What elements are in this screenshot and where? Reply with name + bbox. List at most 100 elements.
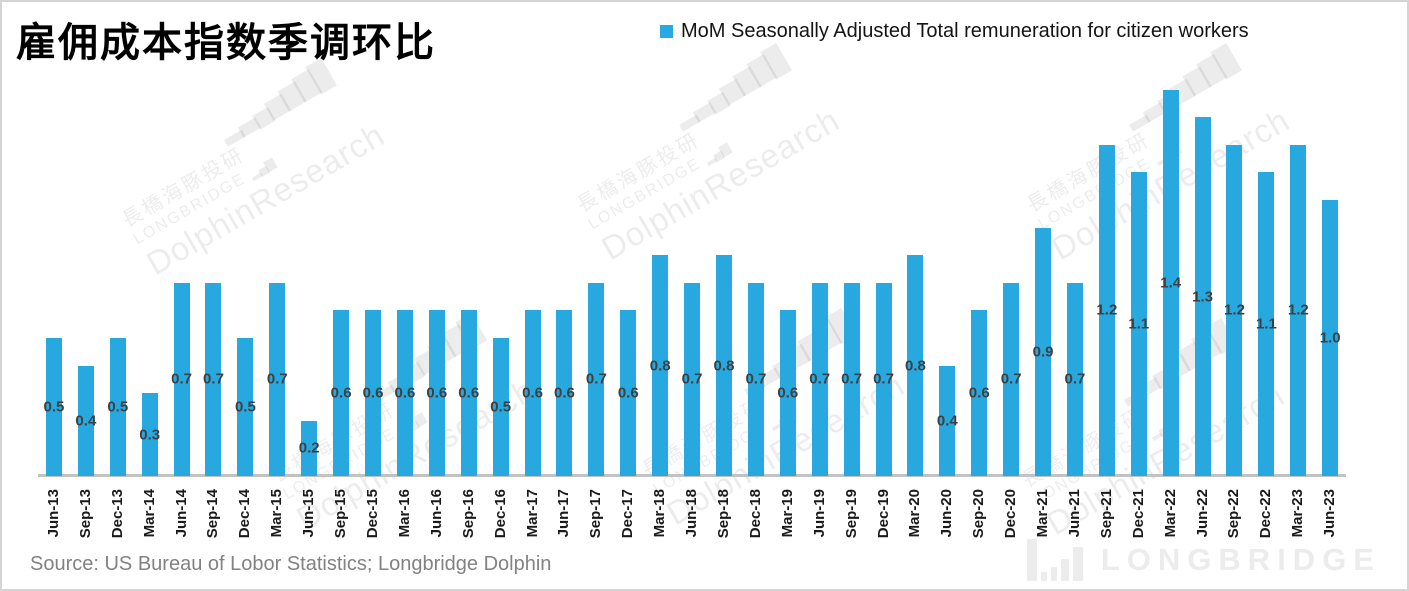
legend-marker-icon [660,25,673,38]
bar [620,310,637,476]
x-axis-label: Dec-13 [108,489,126,539]
x-axis-label: Mar-21 [1034,489,1052,538]
bar [875,282,892,476]
bar-value-label: 0.6 [394,384,416,402]
bar-value-label: 0.7 [745,370,767,388]
bar [1194,117,1211,476]
bar-value-label: 0.4 [936,412,958,430]
bar-slot: 0.8 Mar-20 [899,56,931,537]
footer-brand-text: LONGBRIDGE [1100,542,1381,577]
legend-label: MoM Seasonally Adjusted Total remunerati… [681,20,1249,42]
bar-value-label: 0.6 [330,384,352,402]
bar [1003,282,1020,476]
bar-slot: 0.7 Dec-18 [740,56,772,538]
bar [1098,144,1115,476]
bar [715,255,732,476]
bar-slot: 0.6 Mar-17 [517,56,549,537]
bar-value-label: 0.6 [426,384,448,402]
bar [428,310,445,476]
x-axis-label: Sep-16 [459,489,477,539]
bar [205,282,222,476]
bar [237,338,254,476]
bar-value-label: 0.6 [522,384,543,402]
bar-value-label: 1.2 [1096,301,1118,319]
page-title: 雇佣成本指数季调环比 [16,21,436,65]
bar-slot: 0.7 Sep-19 [836,56,868,538]
bar-slot: 0.5 Dec-13 [102,56,134,538]
bar [843,282,860,476]
bar-slot: 1.1 Dec-22 [1250,56,1282,538]
bar-value-label: 0.7 [1064,370,1086,388]
bar-slot: 0.6 Mar-16 [389,56,421,537]
x-axis-label: Sep-17 [587,489,605,539]
x-axis-label: Jun-19 [810,489,828,538]
x-axis-label: Sep-22 [1225,489,1243,539]
x-axis-label: Jun-23 [1321,489,1339,538]
bar [652,255,669,476]
bar-slot: 1.2 Sep-22 [1219,56,1251,538]
bar-slot: 0.9 Mar-21 [1027,56,1059,537]
x-axis-label: Jun-21 [1065,489,1083,538]
x-axis-label: Sep-19 [842,489,860,539]
bar [173,282,190,476]
x-axis-label: Mar-16 [395,489,413,538]
bar-value-label: 0.7 [809,370,831,388]
bar [141,393,158,476]
bar-value-label: 0.5 [107,398,129,416]
bar-slot: 0.7 Sep-14 [198,56,230,538]
bar-slot: 0.7 Dec-20 [995,56,1027,538]
x-axis-label: Sep-13 [76,489,94,539]
bar [109,338,126,476]
x-axis-label: Mar-17 [523,489,541,538]
bar [1130,172,1147,476]
x-axis-label: Sep-15 [332,489,350,539]
bar [333,310,350,476]
x-axis-label: Sep-18 [714,489,732,539]
bar-value-label: 0.5 [234,398,256,416]
legend: MoM Seasonally Adjusted Total remunerati… [660,20,1249,43]
bar-value-label: 0.7 [681,370,703,388]
bar [1322,200,1339,476]
bar-value-label: 0.8 [713,357,735,375]
bar [1066,282,1083,476]
bar [907,255,924,476]
x-axis-label: Dec-20 [1002,489,1020,539]
bar-slot: 1.4 Mar-22 [1155,56,1187,537]
bar [588,282,605,476]
bar-value-label: 0.4 [75,412,97,430]
bar-slot: 1.2 Sep-21 [1091,56,1123,538]
bar [1035,227,1052,476]
bar-slot: 0.2 Jun-15 [293,56,325,537]
x-axis-label: Dec-21 [1129,489,1147,539]
bar-value-label: 0.7 [171,370,193,388]
bar-slot: 0.3 Mar-14 [134,56,166,537]
bar-slot: 0.6 Jun-17 [549,56,581,537]
bar-value-label: 0.8 [649,357,671,375]
bar-value-label: 0.6 [617,384,639,402]
bar-slot: 0.7 Jun-21 [1059,56,1091,537]
source-note: Source: US Bureau of Lobor Statistics; L… [30,553,552,575]
x-axis-label: Jun-18 [683,489,701,538]
bar-slot: 0.7 Jun-14 [166,56,198,537]
x-axis-label: Dec-17 [619,489,637,539]
bar [747,282,764,476]
bar [971,310,988,476]
x-axis-label: Jun-20 [938,489,956,538]
x-axis-label: Dec-18 [746,489,764,539]
x-axis-label: Jun-13 [44,489,62,538]
bar-slot: 0.7 Dec-19 [868,56,900,538]
bar-slot: 0.7 Mar-15 [261,56,293,537]
bar-slot: 0.7 Jun-18 [676,56,708,537]
bar [779,310,796,476]
bar-value-label: 0.7 [585,370,607,388]
bar [301,420,318,476]
longbridge-bars-icon [1026,539,1083,581]
x-axis-label: Mar-19 [778,489,796,538]
x-axis-label: Jun-16 [427,489,445,538]
bar-slot: 1.1 Dec-21 [1123,56,1155,538]
bar-slot: 0.6 Sep-16 [453,56,485,538]
bar-value-label: 0.7 [1000,370,1022,388]
x-axis-label: Sep-20 [970,489,988,539]
bar-slot: 0.5 Dec-14 [229,56,261,538]
x-axis-label: Mar-22 [1161,489,1179,538]
